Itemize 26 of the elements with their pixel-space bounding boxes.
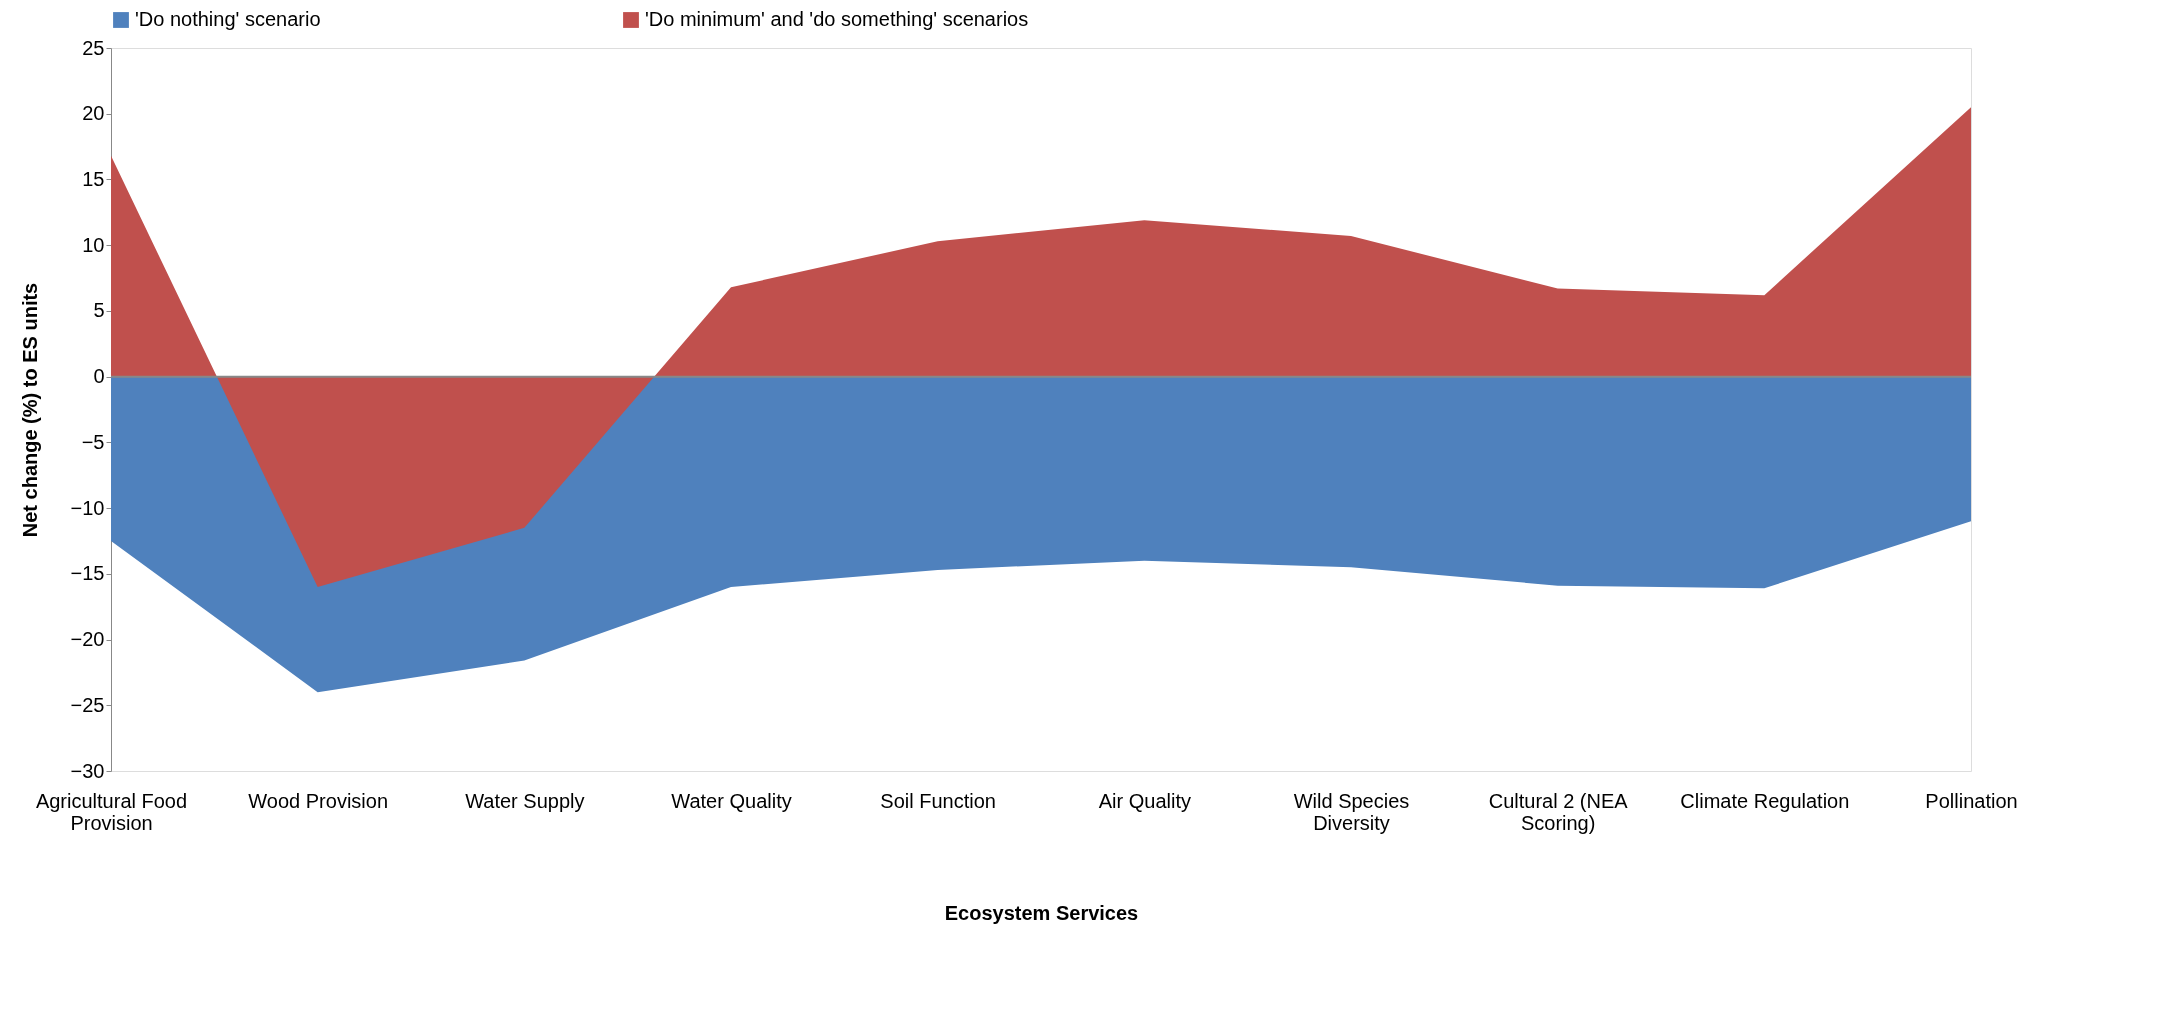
x-tick-label: Pollination [1925, 789, 2018, 812]
x-tick-label: Water Supply [465, 789, 585, 812]
y-tick-label: 15 [82, 167, 105, 190]
y-tick-label: 5 [93, 299, 105, 322]
x-tick-label: Soil Function [880, 789, 996, 812]
x-tick-label: Air Quality [1098, 789, 1191, 812]
y-tick-label: −15 [70, 562, 105, 585]
y-tick-label: 10 [82, 233, 105, 256]
y-tick-label: 25 [82, 36, 105, 59]
y-tick-label: −30 [70, 759, 105, 782]
x-tick-label: Water Quality [671, 789, 792, 812]
y-tick-label: −10 [70, 496, 105, 519]
y-tick-label: −5 [81, 430, 105, 453]
legend-label: 'Do nothing' scenario [135, 8, 321, 30]
x-tick-label: Wood Provision [248, 789, 389, 812]
y-tick-label: −20 [70, 628, 105, 651]
x-tick-label: Agricultural Food Provision [35, 789, 188, 834]
y-tick-label: −25 [70, 693, 105, 716]
x-tick-label: Cultural 2 (NEA Scoring) [1488, 789, 1629, 834]
y-tick-label: 20 [82, 102, 105, 125]
legend-label: 'Do minimum' and 'do something' scenarios [645, 8, 1029, 30]
x-tick-label: Wild Species Diversity [1293, 789, 1410, 834]
x-tick-label: Climate Regulation [1680, 789, 1850, 812]
y-tick-label: 0 [93, 365, 105, 388]
x-axis-title: Ecosystem Services [944, 901, 1139, 924]
y-axis-title: Net change (%) to ES units [18, 282, 41, 538]
